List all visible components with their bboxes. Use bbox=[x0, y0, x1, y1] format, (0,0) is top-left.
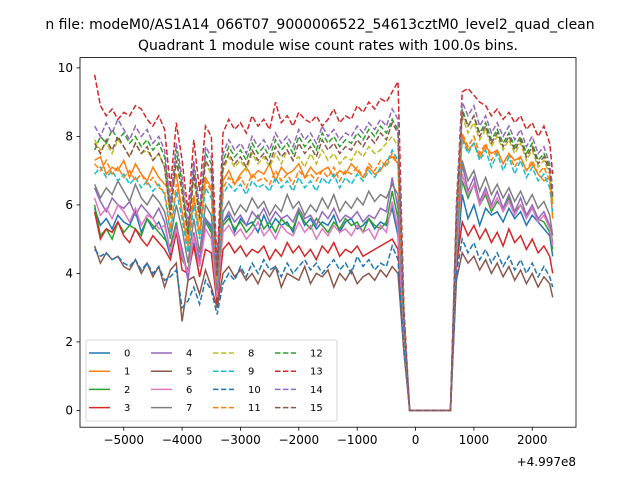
legend-frame bbox=[85, 339, 338, 422]
legend-label-14: 14 bbox=[310, 385, 323, 396]
x-tick-label: −2000 bbox=[279, 433, 320, 447]
legend-label-4: 4 bbox=[186, 349, 192, 360]
y-axis: 0 2 4 6 8 10 bbox=[58, 61, 80, 418]
legend-label-13: 13 bbox=[310, 367, 323, 378]
series-line-3 bbox=[93, 211, 554, 412]
series-line-15 bbox=[93, 112, 554, 412]
y-tick-label: 4 bbox=[65, 267, 73, 281]
legend-label-1: 1 bbox=[124, 367, 130, 378]
y-tick-label: 2 bbox=[65, 335, 73, 349]
series-line-6 bbox=[93, 173, 554, 412]
legend-label-8: 8 bbox=[248, 349, 254, 360]
x-tick-label: −1000 bbox=[337, 433, 378, 447]
chart-suptitle: n file: modeM0/AS1A14_066T07_9000006522_… bbox=[45, 17, 594, 33]
x-tick-label: 2000 bbox=[517, 433, 548, 447]
series-line-7 bbox=[93, 160, 554, 412]
x-axis: −5000 −4000 −3000 −2000 −1000 0 1000 2000 bbox=[103, 427, 548, 447]
y-tick-label: 8 bbox=[65, 130, 73, 144]
series-group bbox=[93, 74, 554, 412]
x-tick-label: −3000 bbox=[220, 433, 261, 447]
series-line-11 bbox=[94, 132, 554, 412]
legend-label-6: 6 bbox=[186, 385, 192, 396]
x-offset-label: +4.997e8 bbox=[517, 455, 576, 469]
legend-label-3: 3 bbox=[124, 403, 130, 414]
y-tick-label: 10 bbox=[58, 61, 73, 75]
x-tick-label: −4000 bbox=[162, 433, 203, 447]
series-line-10 bbox=[94, 236, 554, 412]
legend-label-5: 5 bbox=[186, 367, 192, 378]
legend-label-10: 10 bbox=[248, 385, 261, 396]
legend-label-9: 9 bbox=[248, 367, 254, 378]
legend-label-2: 2 bbox=[124, 385, 130, 396]
series-line-13 bbox=[93, 74, 554, 412]
x-tick-label: 1000 bbox=[459, 433, 490, 447]
series-line-12 bbox=[93, 108, 554, 412]
y-tick-label: 0 bbox=[65, 404, 73, 418]
x-tick-label: 0 bbox=[412, 433, 420, 447]
legend-label-0: 0 bbox=[124, 349, 130, 360]
y-tick-label: 6 bbox=[65, 198, 73, 212]
plot-frame bbox=[79, 57, 577, 428]
series-line-14 bbox=[93, 101, 554, 412]
x-tick-label: −5000 bbox=[103, 433, 144, 447]
legend-label-11: 11 bbox=[248, 403, 261, 414]
legend-label-15: 15 bbox=[310, 403, 323, 414]
legend-label-7: 7 bbox=[186, 403, 192, 414]
chart-title: Quadrant 1 module wise count rates with … bbox=[138, 38, 518, 54]
series-line-5 bbox=[93, 245, 554, 412]
legend-label-12: 12 bbox=[310, 349, 323, 360]
